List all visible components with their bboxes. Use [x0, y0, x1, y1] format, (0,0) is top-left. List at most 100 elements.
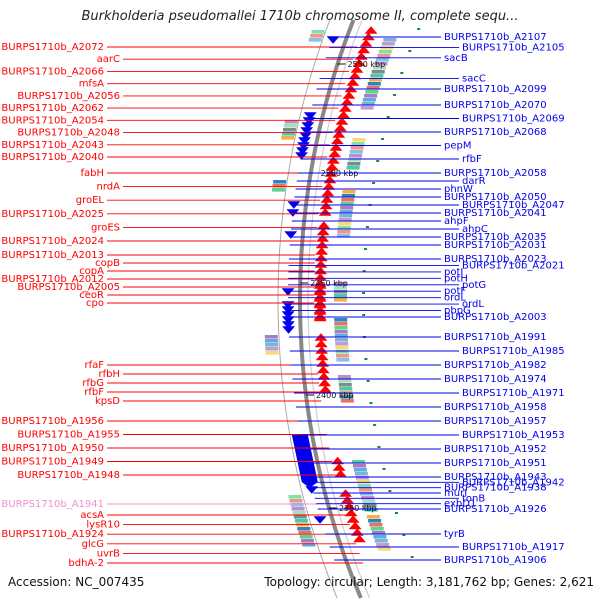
gene-label-burps1710b-a1948[interactable]: BURPS1710b_A1948 [17, 470, 120, 481]
gene-label-nrda[interactable]: nrdA [97, 182, 121, 193]
gene-label-burps1710b-a2047[interactable]: BURPS1710b_A2047 [462, 200, 565, 211]
gene-label-burps1710b-a2024[interactable]: BURPS1710b_A2024 [1, 236, 104, 247]
gene-label-burps1710b-a2062[interactable]: BURPS1710b_A2062 [1, 103, 104, 114]
gene-label-burps1710b-a2048[interactable]: BURPS1710b_A2048 [17, 128, 120, 139]
gene-label-sacb[interactable]: sacB [444, 53, 468, 64]
map-title: Burkholderia pseudomallei 1710b chromoso… [81, 9, 519, 24]
gene-label-potf[interactable]: potF [444, 286, 466, 297]
gene-label-burps1710b-a2056[interactable]: BURPS1710b_A2056 [17, 91, 120, 102]
cog-category-box [374, 62, 388, 66]
gene-label-groes[interactable]: groES [91, 222, 120, 233]
gene-label-burps1710b-a2068[interactable]: BURPS1710b_A2068 [444, 127, 547, 138]
gene-label-ordl[interactable]: ordL [462, 299, 484, 310]
gene-label-sacc[interactable]: sacC [462, 74, 486, 85]
gene-label-burps1710b-a1942[interactable]: BURPS1710b_A1942 [462, 477, 565, 488]
gene-label-burps1710b-a2041[interactable]: BURPS1710b_A2041 [444, 208, 547, 219]
gene-label-burps1710b-a2012[interactable]: BURPS1710b_A2012 [1, 274, 104, 285]
gene-label-poti[interactable]: potI [444, 267, 463, 278]
gene-label-rfbh[interactable]: rfbH [99, 369, 121, 380]
gene-label-pbpg[interactable]: pbpG [444, 306, 471, 317]
gene-label-ceor[interactable]: ceoR [79, 290, 104, 301]
gene-label-acsa[interactable]: acsA [80, 510, 104, 521]
gene-label-burps1710b-a2025[interactable]: BURPS1710b_A2025 [1, 209, 104, 220]
gene-label-burps1710b-a2013[interactable]: BURPS1710b_A2013 [1, 250, 104, 261]
gene-label-mfsa[interactable]: mfsA [79, 79, 104, 90]
gene-label-burps1710b-a1924[interactable]: BURPS1710b_A1924 [1, 529, 104, 540]
gene-label-burps1710b-a2031[interactable]: BURPS1710b_A2031 [444, 240, 547, 251]
gene-label-uvrb[interactable]: uvrB [97, 548, 120, 559]
gene-label-burps1710b-a2107[interactable]: BURPS1710b_A2107 [444, 32, 547, 43]
gene-label-poth[interactable]: potH [444, 273, 468, 284]
gene-label-burps1710b-a2021[interactable]: BURPS1710b_A2021 [462, 260, 565, 271]
gene-label-tonb[interactable]: tonB [462, 493, 485, 504]
gene-label-burps1710b-a2040[interactable]: BURPS1710b_A2040 [1, 152, 104, 163]
forward-gene-arrow [314, 253, 328, 262]
gene-label-burps1710b-a2054[interactable]: BURPS1710b_A2054 [1, 115, 104, 126]
cog-category-box [297, 527, 311, 531]
gene-label-burps1710b-a1917[interactable]: BURPS1710b_A1917 [462, 542, 565, 553]
gene-label-kpsd[interactable]: kpsD [95, 396, 120, 407]
gene-label-burps1710b-a2105[interactable]: BURPS1710b_A2105 [462, 42, 565, 53]
gene-label-burps1710b-a2043[interactable]: BURPS1710b_A2043 [1, 140, 104, 151]
gene-label-burps1710b-a1974[interactable]: BURPS1710b_A1974 [444, 374, 547, 385]
gene-label-burps1710b-a1941[interactable]: BURPS1710b_A1941 [1, 499, 104, 510]
gene-label-copb[interactable]: copB [95, 258, 120, 269]
gene-label-burps1710b-a2023[interactable]: BURPS1710b_A2023 [444, 254, 547, 265]
gene-label-fabh[interactable]: fabH [80, 168, 104, 179]
reverse-gene-arrow [281, 321, 295, 329]
gene-label-burps1710b-a1991[interactable]: BURPS1710b_A1991 [444, 332, 547, 343]
gene-label-burps1710b-a1953[interactable]: BURPS1710b_A1953 [462, 430, 565, 441]
gene-label-pepm[interactable]: pepM [444, 141, 471, 152]
gene-label-aarc[interactable]: aarC [97, 54, 120, 65]
gene-label-glcg[interactable]: glcG [82, 539, 104, 550]
gene-label-darr[interactable]: darR [462, 176, 486, 187]
gene-label-exbd1[interactable]: exbD1 [444, 499, 476, 510]
gene-label-burps1710b-a2066[interactable]: BURPS1710b_A2066 [1, 66, 104, 77]
cog-category-box [334, 334, 348, 338]
gene-label-burps1710b-a2050[interactable]: BURPS1710b_A2050 [444, 192, 547, 203]
gene-label-burps1710b-a1957[interactable]: BURPS1710b_A1957 [444, 416, 547, 427]
gene-label-burps1710b-a2035[interactable]: BURPS1710b_A2035 [444, 232, 547, 243]
gene-label-burps1710b-a1982[interactable]: BURPS1710b_A1982 [444, 360, 547, 371]
gene-label-groel[interactable]: groEL [76, 195, 105, 206]
gene-label-burps1710b-a1926[interactable]: BURPS1710b_A1926 [444, 504, 547, 515]
gene-label-burps1710b-a2072[interactable]: BURPS1710b_A2072 [1, 42, 104, 53]
gene-label-burps1710b-a1956[interactable]: BURPS1710b_A1956 [1, 416, 104, 427]
gene-label-muri[interactable]: murI [444, 488, 467, 499]
gene-label-ahpc[interactable]: ahpC [462, 224, 488, 235]
gene-label-lysr10[interactable]: lysR10 [86, 520, 120, 531]
gene-label-burps1710b-a1955[interactable]: BURPS1710b_A1955 [17, 430, 120, 441]
gene-label-rfbg[interactable]: rfbG [82, 378, 104, 389]
cog-category-box [311, 30, 325, 34]
gene-label-burps1710b-a1949[interactable]: BURPS1710b_A1949 [1, 457, 104, 468]
gene-label-copa[interactable]: copA [79, 266, 104, 277]
gene-label-rfaf[interactable]: rfaF [84, 360, 104, 371]
gene-label-burps1710b-a1906[interactable]: BURPS1710b_A1906 [444, 555, 547, 566]
gene-label-burps1710b-a1971[interactable]: BURPS1710b_A1971 [462, 388, 565, 399]
gene-label-burps1710b-a1952[interactable]: BURPS1710b_A1952 [444, 444, 547, 455]
gene-label-rfbf[interactable]: rfbF [462, 154, 482, 165]
gene-label-cpo[interactable]: cpo [86, 298, 104, 309]
gene-label-burps1710b-a2069[interactable]: BURPS1710b_A2069 [462, 114, 565, 125]
cog-category-box [358, 488, 372, 492]
gene-label-potg[interactable]: potG [462, 280, 486, 291]
gene-label-ordl[interactable]: ordL [444, 293, 466, 304]
gene-label-burps1710b-a1938[interactable]: BURPS1710b_A1938 [444, 483, 547, 494]
gene-label-tyrb[interactable]: tyrB [444, 529, 465, 540]
gene-label-burps1710b-a1985[interactable]: BURPS1710b_A1985 [462, 346, 565, 357]
gene-label-ahpf[interactable]: ahpF [444, 216, 469, 227]
reverse-gene-arrow [281, 288, 295, 296]
gene-label-burps1710b-a2058[interactable]: BURPS1710b_A2058 [444, 168, 547, 179]
gene-label-burps1710b-a1943[interactable]: BURPS1710b_A1943 [444, 472, 547, 483]
gene-label-burps1710b-a1951[interactable]: BURPS1710b_A1951 [444, 458, 547, 469]
gene-label-burps1710b-a1950[interactable]: BURPS1710b_A1950 [1, 443, 104, 454]
gene-label-rfbf[interactable]: rfbF [84, 387, 104, 398]
gene-label-burps1710b-a2070[interactable]: BURPS1710b_A2070 [444, 100, 547, 111]
gene-label-phnw[interactable]: phnW [444, 184, 473, 195]
forward-gene-arrow [317, 372, 331, 380]
gene-label-burps1710b-a1958[interactable]: BURPS1710b_A1958 [444, 402, 547, 413]
gene-label-burps1710b-a2003[interactable]: BURPS1710b_A2003 [444, 312, 547, 323]
gene-label-bdha-2[interactable]: bdhA-2 [68, 558, 104, 569]
gene-label-burps1710b-a2099[interactable]: BURPS1710b_A2099 [444, 84, 547, 95]
gene-label-burps1710b-a2005[interactable]: BURPS1710b_A2005 [17, 282, 120, 293]
